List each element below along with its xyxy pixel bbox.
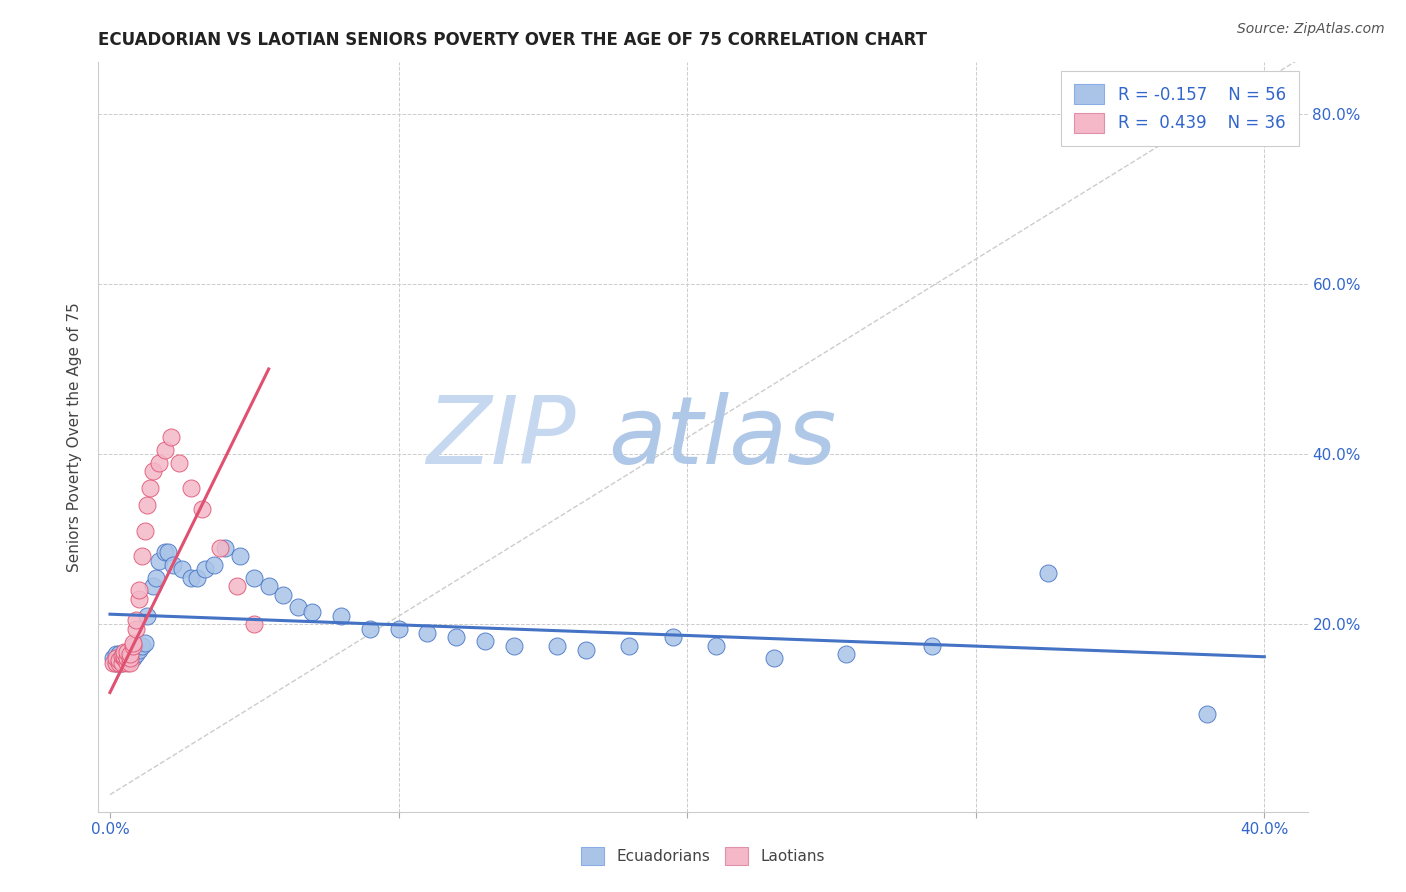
Point	[122, 639, 145, 653]
Point	[153, 545, 176, 559]
Point	[139, 481, 162, 495]
Point	[107, 656, 129, 670]
Point	[271, 588, 294, 602]
Point	[329, 608, 352, 623]
Point	[112, 649, 135, 664]
Point	[387, 622, 409, 636]
Point	[416, 626, 439, 640]
Point	[120, 647, 142, 661]
Point	[110, 648, 132, 663]
Point	[191, 502, 214, 516]
Point	[104, 651, 127, 665]
Point	[180, 571, 202, 585]
Point	[120, 647, 142, 661]
Point	[117, 645, 139, 659]
Point	[546, 639, 568, 653]
Point	[167, 456, 190, 470]
Point	[243, 617, 266, 632]
Point	[214, 541, 236, 555]
Point	[145, 571, 167, 585]
Text: Source: ZipAtlas.com: Source: ZipAtlas.com	[1237, 22, 1385, 37]
Point	[110, 656, 132, 670]
Point	[1195, 706, 1218, 721]
Point	[661, 630, 683, 644]
Point	[120, 653, 142, 667]
Point	[136, 608, 159, 623]
Point	[122, 643, 145, 657]
Text: ZIP: ZIP	[426, 392, 576, 483]
Point	[128, 643, 150, 657]
Point	[128, 583, 150, 598]
Point	[120, 651, 142, 665]
Point	[110, 648, 132, 663]
Point	[142, 464, 165, 478]
Point	[112, 655, 135, 669]
Point	[762, 651, 785, 665]
Legend: Ecuadorians, Laotians: Ecuadorians, Laotians	[575, 840, 831, 871]
Point	[186, 571, 208, 585]
Point	[107, 651, 129, 665]
Point	[162, 558, 184, 572]
Point	[226, 579, 249, 593]
Point	[112, 645, 135, 659]
Point	[117, 656, 139, 670]
Point	[153, 442, 176, 457]
Point	[301, 605, 323, 619]
Point	[125, 613, 148, 627]
Point	[503, 639, 526, 653]
Point	[134, 524, 156, 538]
Point	[148, 553, 170, 567]
Point	[136, 498, 159, 512]
Point	[122, 636, 145, 650]
Point	[835, 647, 858, 661]
Point	[104, 656, 127, 670]
Point	[148, 456, 170, 470]
Point	[131, 639, 153, 653]
Point	[619, 639, 641, 653]
Point	[122, 651, 145, 665]
Point	[359, 622, 381, 636]
Point	[112, 651, 135, 665]
Point	[117, 647, 139, 661]
Y-axis label: Seniors Poverty Over the Age of 75: Seniors Poverty Over the Age of 75	[67, 302, 83, 572]
Point	[104, 647, 127, 661]
Point	[134, 636, 156, 650]
Point	[101, 651, 124, 665]
Point	[125, 622, 148, 636]
Point	[117, 651, 139, 665]
Point	[202, 558, 225, 572]
Point	[104, 656, 127, 670]
Point	[159, 430, 181, 444]
Point	[1036, 566, 1059, 581]
Point	[704, 639, 727, 653]
Point	[208, 541, 231, 555]
Point	[101, 656, 124, 670]
Point	[194, 562, 217, 576]
Point	[446, 630, 468, 644]
Point	[117, 653, 139, 667]
Point	[180, 481, 202, 495]
Point	[120, 656, 142, 670]
Point	[131, 549, 153, 564]
Point	[107, 647, 129, 661]
Point	[128, 591, 150, 606]
Point	[110, 656, 132, 670]
Point	[287, 600, 309, 615]
Point	[575, 643, 598, 657]
Point	[243, 571, 266, 585]
Text: atlas: atlas	[607, 392, 837, 483]
Point	[142, 579, 165, 593]
Point	[107, 656, 129, 670]
Point	[125, 647, 148, 661]
Point	[156, 545, 179, 559]
Text: ECUADORIAN VS LAOTIAN SENIORS POVERTY OVER THE AGE OF 75 CORRELATION CHART: ECUADORIAN VS LAOTIAN SENIORS POVERTY OV…	[98, 31, 928, 49]
Point	[172, 562, 194, 576]
Point	[474, 634, 496, 648]
Point	[107, 653, 129, 667]
Point	[921, 639, 943, 653]
Point	[229, 549, 252, 564]
Point	[112, 648, 135, 663]
Point	[257, 579, 280, 593]
